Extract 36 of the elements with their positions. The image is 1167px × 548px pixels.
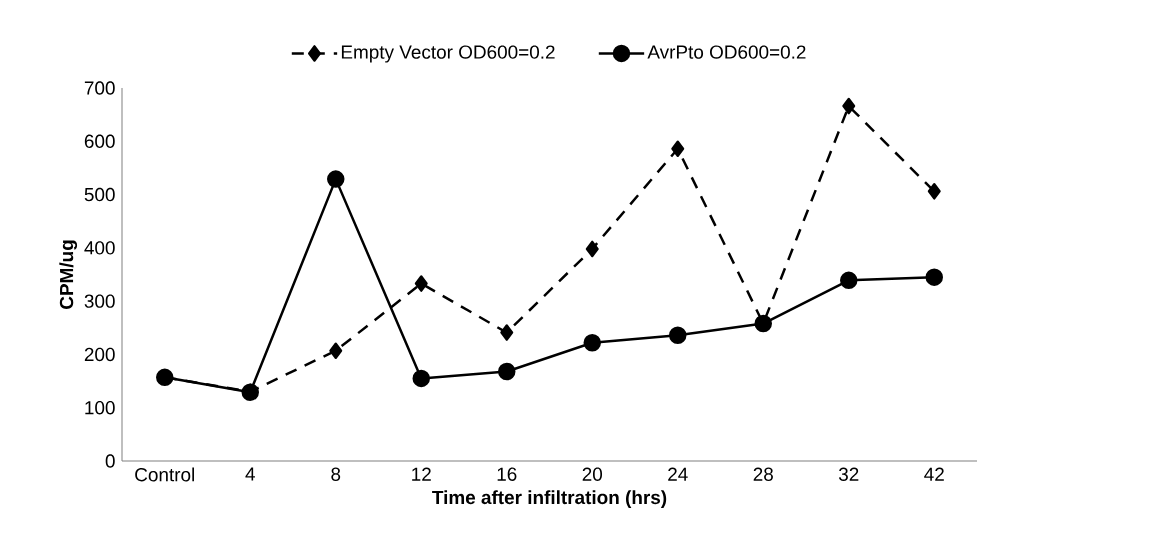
point [585,240,599,258]
x-tick-label: Control [135,467,194,482]
y-tick-label: 0 [105,454,115,468]
y-axis-title: CPM/ug [59,240,78,309]
y-tick-label: 600 [84,134,115,148]
y-tick-label: 100 [85,401,115,415]
point [842,97,856,115]
x-tick-label: 42 [924,467,944,481]
y-tick-label: 700 [84,81,115,95]
point [671,140,685,157]
x-tick-label: 32 [838,467,859,481]
y-tick-label: 400 [84,241,115,255]
legend-label: AvrPto OD600=0.2 [647,45,806,59]
y-tick-label: 200 [84,347,115,362]
point [412,369,430,388]
x-tick-label: 24 [668,467,688,481]
x-tick-label: 12 [412,467,431,481]
point [925,268,943,286]
point [414,275,428,292]
legend-label: Empty Vector OD600=0.2 [341,45,555,63]
point [329,342,343,359]
x-tick-label: 4 [245,467,255,481]
point [840,271,858,290]
point [669,326,687,344]
point [583,333,601,352]
point [498,362,516,381]
y-tick-label: 500 [84,187,115,202]
x-axis-title: Time after infiltration (hrs) [432,490,667,508]
x-tick-label: 20 [582,467,603,481]
point [327,170,345,188]
x-tick-label: 16 [497,467,517,481]
x-tick-label: 28 [753,467,773,481]
point [500,324,514,341]
y-tick-label: 300 [84,294,115,308]
x-tick-label: 8 [331,467,341,481]
point [927,183,941,200]
